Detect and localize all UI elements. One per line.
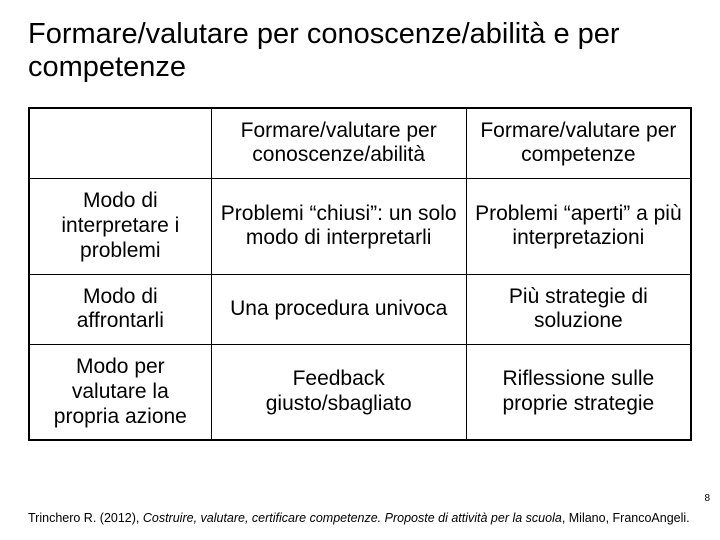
table-header-row: Formare/valutare per conoscenze/abilità … <box>29 108 691 179</box>
cell: Una procedura univoca <box>211 274 466 345</box>
cell: Feedback giusto/sbagliato <box>211 345 466 441</box>
citation-title: Costruire, valutare, certificare compete… <box>143 511 562 525</box>
header-col-2: Formare/valutare per competenze <box>466 108 691 179</box>
citation: Trinchero R. (2012), Costruire, valutare… <box>28 511 690 526</box>
row-label: Modo di affrontarli <box>29 274 211 345</box>
table-row: Modo di interpretare i problemi Problemi… <box>29 179 691 274</box>
header-empty <box>29 108 211 179</box>
header-col-1: Formare/valutare per conoscenze/abilità <box>211 108 466 179</box>
table-row: Modo di affrontarli Una procedura univoc… <box>29 274 691 345</box>
table-row: Modo per valutare la propria azione Feed… <box>29 345 691 441</box>
row-label: Modo di interpretare i problemi <box>29 179 211 274</box>
comparison-table: Formare/valutare per conoscenze/abilità … <box>28 107 692 442</box>
cell: Più strategie di soluzione <box>466 274 691 345</box>
citation-tail: , Milano, FrancoAngeli. <box>562 511 690 525</box>
cell: Problemi “aperti” a più interpretazioni <box>466 179 691 274</box>
page-title: Formare/valutare per conoscenze/abilità … <box>28 18 692 85</box>
cell: Problemi “chiusi”: un solo modo di inter… <box>211 179 466 274</box>
cell: Riflessione sulle proprie strategie <box>466 345 691 441</box>
citation-author: Trinchero R. (2012), <box>28 511 143 525</box>
row-label: Modo per valutare la propria azione <box>29 345 211 441</box>
page-number: 8 <box>704 493 710 504</box>
